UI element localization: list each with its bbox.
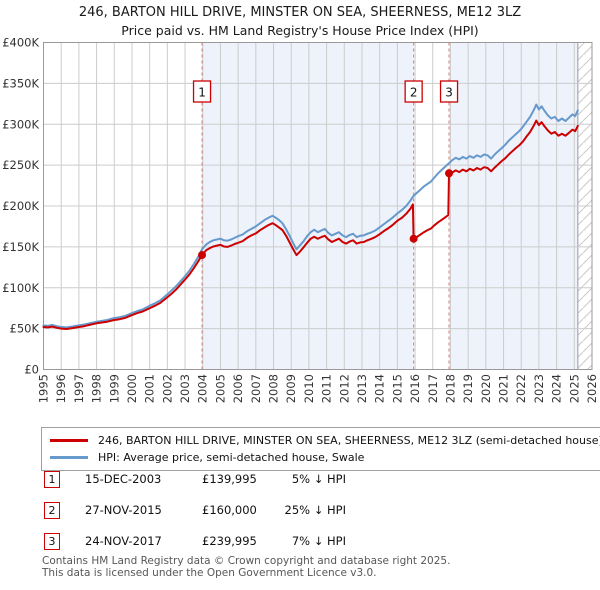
sale-point-1 xyxy=(198,251,207,260)
x-axis-label: 2007 xyxy=(249,374,263,403)
transaction-date: 27-NOV-2015 xyxy=(85,503,162,517)
footer-line-1: Contains HM Land Registry data © Crown c… xyxy=(42,555,451,567)
sale-point-3 xyxy=(445,169,454,178)
x-axis-label: 2004 xyxy=(196,374,210,403)
x-axis-label: 2017 xyxy=(426,374,440,403)
copyright-footer: Contains HM Land Registry data © Crown c… xyxy=(42,555,598,579)
transaction-row: 3 24-NOV-2017 £239,995 7% ↓ HPI xyxy=(0,533,600,555)
transaction-number-badge: 2 xyxy=(44,502,60,519)
page-subtitle: Price paid vs. HM Land Registry's House … xyxy=(121,23,479,38)
x-axis-label: 2008 xyxy=(267,374,281,403)
transaction-price: £139,995 xyxy=(202,472,257,486)
y-axis-label: £250K xyxy=(2,158,39,172)
y-axis-label: £200K xyxy=(2,199,39,213)
sale-marker-box-2 xyxy=(404,80,423,103)
transaction-hpi-delta: 25% ↓ HPI xyxy=(284,503,346,517)
x-axis-label: 2014 xyxy=(373,374,387,403)
sale-marker-box-1 xyxy=(192,80,212,103)
x-axis-label: 2001 xyxy=(143,374,157,403)
x-axis-label: 2012 xyxy=(337,374,351,403)
x-axis-label: 2013 xyxy=(355,374,369,403)
x-axis-label: 2009 xyxy=(284,374,298,403)
page-title: 246, BARTON HILL DRIVE, MINSTER ON SEA, … xyxy=(78,5,522,20)
x-axis-label: 1996 xyxy=(54,374,68,403)
y-axis-label: £150K xyxy=(2,240,39,254)
price-paid-line xyxy=(42,119,579,330)
x-axis-label: 2016 xyxy=(408,374,422,403)
transaction-date: 15-DEC-2003 xyxy=(85,472,162,486)
x-axis-label: 2015 xyxy=(390,374,404,403)
legend-item-hpi: HPI: Average price, semi-detached house,… xyxy=(50,449,596,466)
x-axis-label: 2002 xyxy=(160,374,174,403)
chart-legend: 246, BARTON HILL DRIVE, MINSTER ON SEA, … xyxy=(41,427,600,471)
y-axis-label: £0 xyxy=(24,363,39,377)
transaction-hpi-delta: 7% ↓ HPI xyxy=(291,534,346,548)
x-axis-label: 2003 xyxy=(178,374,192,403)
x-axis-label: 1998 xyxy=(90,374,104,403)
legend-line-swatch xyxy=(50,456,88,459)
plot-border xyxy=(43,42,593,370)
x-axis-label: 2011 xyxy=(320,374,334,403)
legend-line-swatch xyxy=(50,439,88,442)
x-axis-label: 2018 xyxy=(443,374,457,403)
x-axis-label: 2019 xyxy=(461,374,475,403)
sale-point-2 xyxy=(409,234,418,243)
legend-label: HPI: Average price, semi-detached house,… xyxy=(98,451,365,464)
transaction-number-badge: 1 xyxy=(44,471,60,488)
transaction-row: 2 27-NOV-2015 £160,000 25% ↓ HPI xyxy=(0,502,600,524)
sale-marker-box-3 xyxy=(439,80,459,103)
y-axis-label: £350K xyxy=(2,76,39,90)
y-axis-label: £50K xyxy=(10,322,40,336)
x-axis-label: 1995 xyxy=(37,374,51,403)
x-axis-label: 2020 xyxy=(479,374,493,403)
transaction-date: 24-NOV-2017 xyxy=(85,534,162,548)
hpi-line xyxy=(42,103,579,329)
x-axis-label: 1997 xyxy=(72,374,86,403)
transaction-number-badge: 3 xyxy=(44,533,60,550)
sale-marker-label-3: 3 xyxy=(445,86,453,100)
x-axis-label: 2024 xyxy=(550,374,564,403)
transaction-price: £160,000 xyxy=(202,503,257,517)
x-axis-label: 2023 xyxy=(532,374,546,403)
transaction-hpi-delta: 5% ↓ HPI xyxy=(291,472,346,486)
x-axis-label: 2006 xyxy=(231,374,245,403)
x-axis-label: 2005 xyxy=(213,374,227,403)
price-history-chart: 1 2 3 £0 £50K £100K £150K £200K £250K £300K £350K £… xyxy=(2,36,599,404)
x-axis-label: 2021 xyxy=(497,374,511,403)
x-axis-label: 2010 xyxy=(302,374,316,403)
footer-line-2: This data is licensed under the Open Gov… xyxy=(42,566,377,579)
sale-marker-label-1: 1 xyxy=(198,86,206,100)
y-axis-label: £300K xyxy=(2,117,39,131)
x-axis-label: 2000 xyxy=(125,374,139,403)
sale-marker-label-2: 2 xyxy=(410,86,418,100)
x-axis-label: 2025 xyxy=(567,374,581,403)
x-axis-label: 2026 xyxy=(585,374,599,403)
transaction-row: 1 15-DEC-2003 £139,995 5% ↓ HPI xyxy=(0,471,600,493)
transaction-price: £239,995 xyxy=(202,534,257,548)
legend-item-price-paid: 246, BARTON HILL DRIVE, MINSTER ON SEA, … xyxy=(50,432,600,449)
legend-label: 246, BARTON HILL DRIVE, MINSTER ON SEA, … xyxy=(98,434,600,447)
y-axis-label: £400K xyxy=(2,36,39,50)
x-axis-label: 1999 xyxy=(107,374,121,403)
x-axis-label: 2022 xyxy=(514,374,528,403)
y-axis-label: £100K xyxy=(2,281,39,295)
